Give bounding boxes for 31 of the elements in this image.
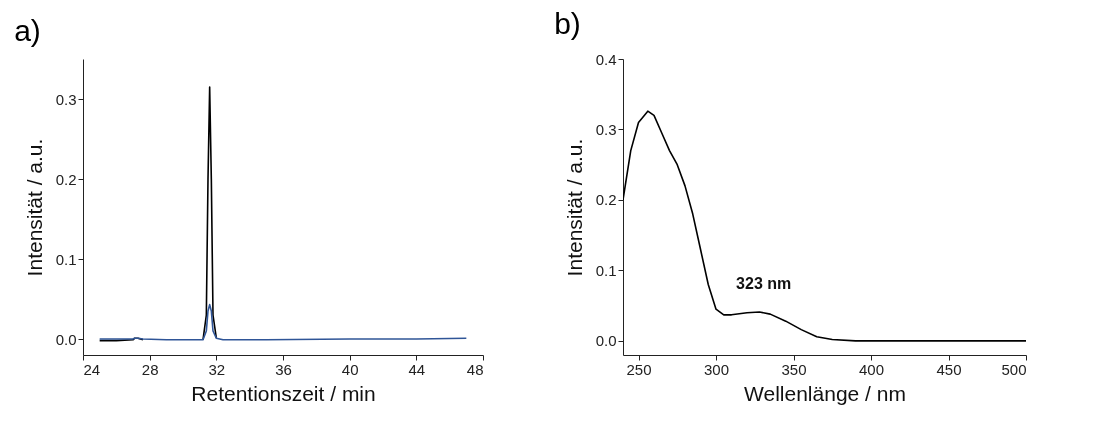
x-tick-label: 24 — [83, 360, 101, 378]
y-tick-label: 0.3 — [595, 120, 617, 138]
y-tick-label: 0.2 — [55, 170, 77, 188]
x-tick-label: 400 — [858, 360, 885, 378]
x-tick-label: 40 — [341, 360, 359, 378]
y-tick-label: 0.0 — [595, 332, 617, 350]
x-tick-label: 48 — [466, 360, 484, 378]
x-tick-label: 36 — [275, 360, 292, 378]
x-tick-label: 450 — [936, 360, 962, 378]
y-tick-label: 0.3 — [55, 90, 77, 108]
chart-title: a) — [14, 14, 41, 47]
y-tick-label: 0.4 — [595, 50, 617, 68]
y-axis-title: Intensität / a.u. — [22, 138, 46, 277]
x-tick-label: 44 — [408, 360, 426, 378]
annotation: 323 nm — [736, 275, 792, 293]
line-series — [623, 110, 1026, 342]
x-tick-label: 500 — [1001, 360, 1027, 378]
y-tick-label: 0.1 — [55, 250, 77, 268]
x-tick-label: 350 — [781, 360, 807, 378]
x-tick-label: 300 — [703, 360, 730, 378]
y-tick-label: 0.1 — [595, 261, 617, 279]
y-axis-title: Intensität / a.u. — [562, 138, 586, 277]
chart-title: b) — [554, 7, 581, 40]
x-tick-label: 32 — [208, 360, 226, 378]
x-tick-label: 28 — [141, 360, 159, 378]
line-series — [98, 303, 468, 341]
y-tick-label: 0.2 — [595, 191, 617, 209]
x-axis-title: Wellenlänge / nm — [744, 381, 906, 405]
x-tick-label: 250 — [626, 360, 652, 378]
y-tick-label: 0.0 — [55, 330, 77, 348]
x-axis-title: Retentionszeit / min — [191, 381, 376, 405]
